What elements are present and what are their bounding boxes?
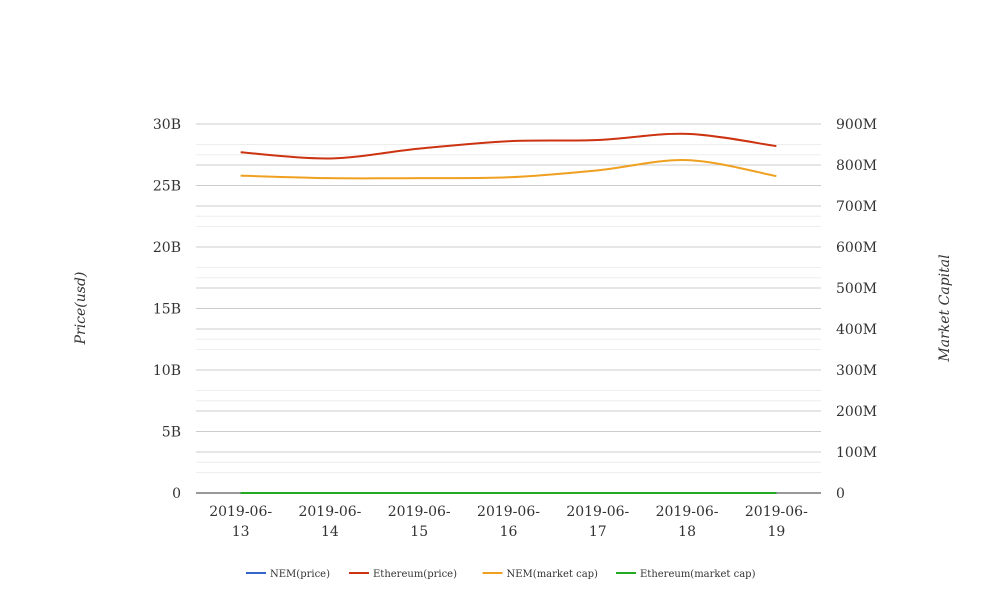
right-tick-label: 800M bbox=[836, 158, 877, 174]
right-tick-label: 200M bbox=[836, 404, 877, 420]
legend-label: Ethereum(price) bbox=[373, 569, 457, 580]
left-tick-label: 30B bbox=[153, 117, 181, 133]
left-axis-ticks: 0 5B 10B 15B 20B 25B 30B bbox=[153, 117, 181, 502]
right-tick-label: 0 bbox=[836, 486, 845, 502]
x-tick-label: 2019-06-17 bbox=[566, 504, 629, 540]
legend-item-nem-price[interactable]: NEM(price) bbox=[246, 569, 330, 580]
legend-label: NEM(price) bbox=[270, 569, 330, 580]
x-tick-label: 2019-06-18 bbox=[656, 504, 719, 540]
right-tick-label: 100M bbox=[836, 445, 877, 461]
grid-lines bbox=[196, 123, 821, 494]
series-line-nem-market-cap bbox=[240, 159, 777, 180]
legend-label: NEM(market cap) bbox=[507, 569, 599, 580]
left-tick-label: 20B bbox=[153, 240, 181, 256]
series-lines bbox=[240, 132, 777, 495]
left-tick-label: 0 bbox=[172, 486, 181, 502]
x-tick-label: 2019-06-14 bbox=[298, 504, 361, 540]
x-tick-label: 2019-06-15 bbox=[388, 504, 451, 540]
series-line-ethereum-price bbox=[240, 132, 777, 160]
x-tick-label: 2019-06-16 bbox=[477, 504, 540, 540]
left-axis-title: Price(usd) bbox=[73, 272, 89, 346]
legend-item-nem-market-cap[interactable]: NEM(market cap) bbox=[482, 569, 599, 580]
left-tick-label: 15B bbox=[153, 302, 181, 318]
right-tick-label: 500M bbox=[836, 281, 877, 297]
legend[interactable]: NEM(price) Ethereum(price) NEM(market cap)… bbox=[246, 569, 756, 580]
left-tick-label: 5B bbox=[162, 425, 181, 441]
left-tick-label: 25B bbox=[153, 179, 181, 195]
x-tick-label: 2019-06-13 bbox=[209, 504, 272, 540]
right-axis-title: Market Capital bbox=[937, 254, 953, 362]
right-tick-label: 600M bbox=[836, 240, 877, 256]
right-axis-ticks: 0 100M 200M 300M 400M 500M 600M 700M 800M 900M bbox=[836, 117, 877, 502]
legend-item-ethereum-price[interactable]: Ethereum(price) bbox=[349, 569, 457, 580]
right-tick-label: 900M bbox=[836, 117, 877, 133]
legend-label: Ethereum(market cap) bbox=[640, 569, 756, 580]
legend-item-ethereum-market-cap[interactable]: Ethereum(market cap) bbox=[616, 569, 756, 580]
x-tick-label: 2019-06-19 bbox=[745, 504, 808, 540]
right-tick-label: 300M bbox=[836, 363, 877, 379]
right-tick-label: 700M bbox=[836, 199, 877, 215]
left-tick-label: 10B bbox=[153, 363, 181, 379]
x-axis-ticks: 2019-06-13 2019-06-14 2019-06-15 2019-06-16… bbox=[209, 504, 808, 540]
right-tick-label: 400M bbox=[836, 322, 877, 338]
